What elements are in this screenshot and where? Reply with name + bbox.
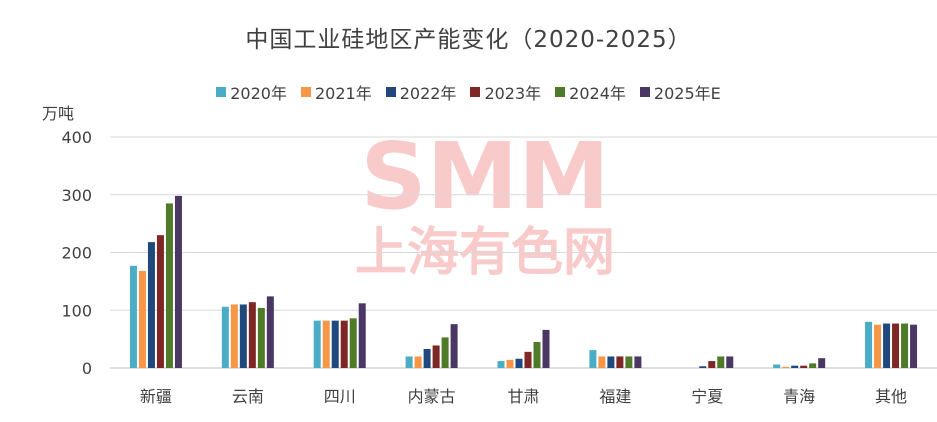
bar	[818, 358, 826, 368]
bar	[542, 329, 550, 368]
bar	[901, 323, 909, 368]
bar	[221, 306, 229, 368]
bar	[441, 337, 449, 368]
bar	[782, 366, 790, 368]
bar	[607, 356, 615, 368]
bar	[892, 323, 900, 368]
bar	[239, 304, 247, 368]
bar	[865, 321, 873, 368]
x-tick-label: 其他	[875, 387, 907, 406]
bar	[910, 324, 918, 368]
legend-item: 2022年	[385, 80, 457, 104]
bar	[791, 365, 799, 368]
y-tick-label: 300	[61, 186, 92, 205]
bar	[515, 358, 523, 368]
bar	[598, 356, 606, 368]
y-tick-label: 100	[61, 301, 92, 320]
legend-label: 2024年	[569, 84, 626, 103]
bar	[450, 324, 458, 368]
bar	[432, 345, 440, 368]
bar	[174, 195, 182, 368]
bar	[506, 359, 514, 368]
legend-label: 2023年	[484, 84, 542, 103]
bar	[726, 356, 734, 368]
bar	[874, 324, 882, 368]
legend-item: 2020年	[216, 80, 287, 104]
y-tick-label: 200	[61, 244, 92, 263]
bar	[589, 350, 597, 368]
bar	[156, 235, 164, 368]
legend-swatch	[385, 87, 396, 97]
bar	[230, 304, 238, 368]
bar	[625, 356, 633, 368]
y-tick-label: 400	[61, 128, 92, 147]
bar	[423, 348, 431, 368]
bar	[809, 363, 817, 368]
x-tick-label: 新疆	[140, 387, 172, 406]
y-axis-unit: 万吨	[42, 104, 75, 123]
legend-item: 2024年	[555, 80, 626, 104]
x-tick-label: 甘肃	[507, 387, 539, 406]
bar	[616, 356, 624, 368]
x-tick-label: 云南	[232, 387, 264, 406]
bar	[414, 356, 422, 368]
legend-item: 2025年E	[639, 80, 721, 104]
x-tick-label: 福建	[599, 387, 631, 406]
bar	[773, 364, 781, 368]
legend-swatch	[555, 87, 566, 97]
bar	[331, 320, 339, 368]
bar	[313, 320, 321, 368]
legend-label: 2022年	[399, 84, 457, 103]
bar	[129, 265, 137, 368]
x-tick-label: 内蒙古	[408, 387, 456, 406]
bar	[147, 242, 155, 368]
bar	[524, 351, 532, 368]
bar	[497, 361, 505, 368]
legend: 2020年 2021年 2022年 2023年 2024年 2025年E	[0, 80, 937, 104]
bar	[717, 356, 725, 368]
bar	[708, 361, 716, 368]
bar	[634, 356, 642, 368]
watermark-text-en: SMM	[360, 123, 609, 230]
x-tick-label: 青海	[783, 387, 815, 406]
legend-item: 2021年	[300, 80, 372, 104]
bar	[349, 318, 357, 368]
chart-title: 中国工业硅地区产能变化（2020-2025）	[245, 27, 692, 53]
bar	[340, 320, 348, 368]
bar	[405, 356, 413, 368]
bar	[138, 270, 146, 368]
y-tick-label: 0	[82, 359, 92, 378]
bar	[266, 296, 274, 368]
bar	[883, 323, 891, 368]
legend-swatch	[470, 87, 481, 97]
legend-label: 2021年	[314, 84, 372, 103]
legend-swatch	[300, 87, 311, 97]
bar	[358, 303, 366, 368]
bar	[533, 342, 541, 368]
bar	[699, 366, 707, 368]
bar	[800, 365, 808, 368]
bar	[257, 307, 265, 368]
bar	[165, 203, 173, 368]
legend-label: 2020年	[230, 84, 287, 103]
legend-swatch	[216, 87, 227, 97]
watermark-logo: SMM 上海有色网	[355, 123, 615, 283]
legend-swatch	[639, 87, 650, 97]
legend-item: 2023年	[470, 80, 541, 104]
bar	[248, 302, 256, 368]
x-tick-label: 四川	[324, 387, 356, 406]
legend-label: 2025年E	[653, 84, 721, 103]
bar	[322, 320, 330, 368]
x-tick-label: 宁夏	[691, 387, 723, 406]
